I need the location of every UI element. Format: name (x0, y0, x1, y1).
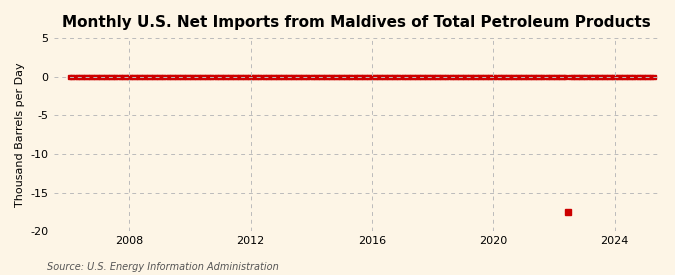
Title: Monthly U.S. Net Imports from Maldives of Total Petroleum Products: Monthly U.S. Net Imports from Maldives o… (62, 15, 651, 30)
Text: Source: U.S. Energy Information Administration: Source: U.S. Energy Information Administ… (47, 262, 279, 272)
Y-axis label: Thousand Barrels per Day: Thousand Barrels per Day (15, 62, 25, 207)
